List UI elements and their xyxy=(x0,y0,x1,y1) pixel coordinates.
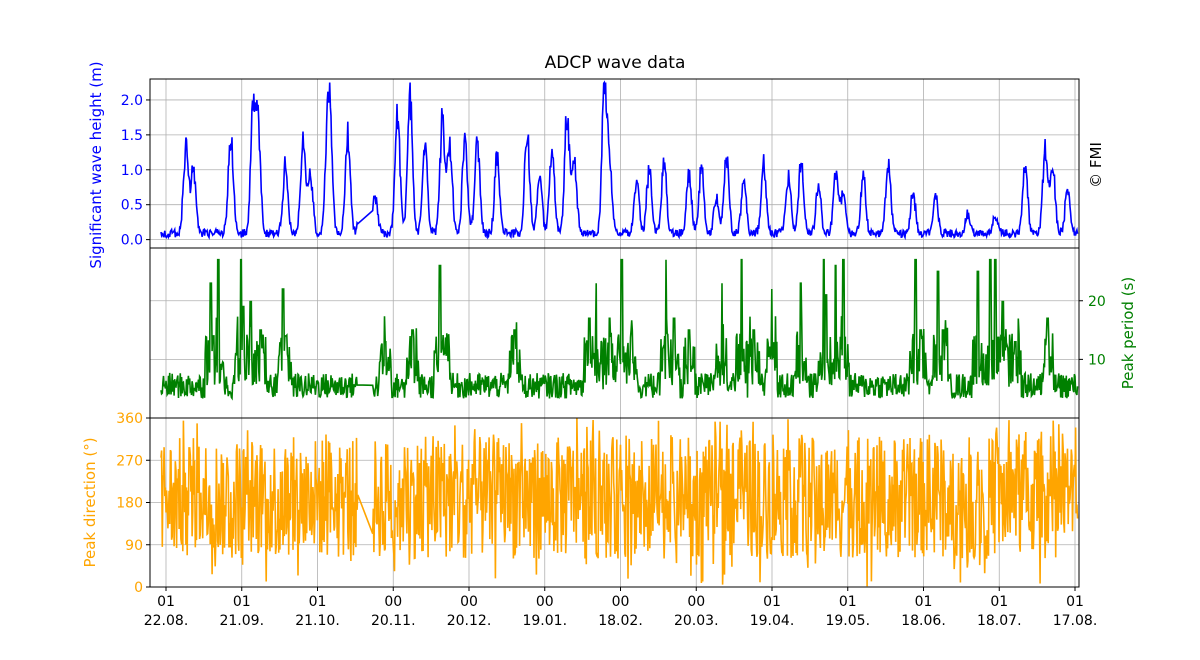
x-tick-label-bottom: 21.09. xyxy=(219,613,264,629)
x-tick-label-bottom: 18.07. xyxy=(977,613,1022,629)
y-tick-label: 90 xyxy=(125,538,143,554)
y-tick-label: 360 xyxy=(116,411,143,427)
x-tick-label-top: 00 xyxy=(460,594,478,610)
y-axis-label: Peak direction (°) xyxy=(81,437,99,567)
x-tick-label-bottom: 20.03. xyxy=(674,613,719,629)
x-tick-label-bottom: 22.08. xyxy=(144,613,189,629)
x-tick-label-top: 01 xyxy=(157,594,175,610)
y-tick-label: 1.0 xyxy=(121,163,143,179)
fmi-watermark: © FMI xyxy=(1087,142,1105,188)
y-tick-label: 180 xyxy=(116,496,143,512)
y-axis-label: Significant wave height (m) xyxy=(87,61,105,268)
x-tick-label-top: 00 xyxy=(536,594,554,610)
x-tick-label-bottom: 20.12. xyxy=(447,613,492,629)
y-tick-label: 0.5 xyxy=(121,198,143,214)
x-tick-label-bottom: 17.08. xyxy=(1053,613,1098,629)
x-tick-label-top: 00 xyxy=(384,594,402,610)
x-axis: 01 22.08. 01 21.09. 01 21.10. 00 20.11. 00 20.12.… xyxy=(144,587,1098,629)
x-tick-label-top: 01 xyxy=(309,594,327,610)
x-tick-label-top: 01 xyxy=(763,594,781,610)
series-line xyxy=(160,80,1079,241)
x-tick-label-top: 01 xyxy=(915,594,933,610)
x-tick-label-bottom: 18.06. xyxy=(901,613,946,629)
y-tick-label: 0.0 xyxy=(121,233,143,249)
x-tick-label-top: 01 xyxy=(990,594,1008,610)
x-tick-label-top: 01 xyxy=(839,594,857,610)
x-tick-label-top: 00 xyxy=(687,594,705,610)
panels-group: 0.0 0.5 1.0 1.5 2.0 Significant wave height (… xyxy=(81,61,1137,596)
x-tick-label-bottom: 19.05. xyxy=(825,613,870,629)
series-line xyxy=(160,418,1079,587)
x-tick-label-top: 01 xyxy=(233,594,251,610)
y-tick-label: 20 xyxy=(1088,294,1106,310)
y-tick-label: 10 xyxy=(1088,352,1106,368)
chart-title: ADCP wave data xyxy=(545,53,686,73)
x-tick-label-bottom: 19.04. xyxy=(750,613,795,629)
x-tick-label-bottom: 19.01. xyxy=(522,613,567,629)
x-tick-label-top: 00 xyxy=(612,594,630,610)
x-tick-label-bottom: 20.11. xyxy=(371,613,416,629)
y-tick-label: 270 xyxy=(116,453,143,469)
y-tick-label: 2.0 xyxy=(121,93,143,109)
y-tick-label: 0 xyxy=(134,580,143,596)
panel-3: 0 90 180 270 360 Peak direction (°) xyxy=(81,411,1080,596)
panel-1: 0.0 0.5 1.0 1.5 2.0 Significant wave height (… xyxy=(87,61,1080,269)
x-tick-label-top: 01 xyxy=(1066,594,1084,610)
y-tick-label: 1.5 xyxy=(121,128,143,144)
series-line xyxy=(160,258,1079,401)
x-tick-label-bottom: 18.02. xyxy=(598,613,643,629)
x-tick-label-bottom: 21.10. xyxy=(295,613,340,629)
panel-2: 10 20 Peak period (s) xyxy=(149,247,1137,419)
y-axis-label: Peak period (s) xyxy=(1119,277,1137,389)
